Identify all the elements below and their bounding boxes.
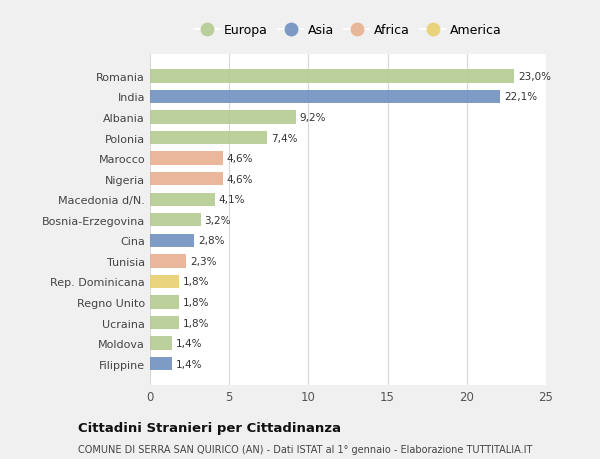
Text: 2,8%: 2,8% (199, 236, 225, 246)
Text: 1,8%: 1,8% (182, 277, 209, 287)
Bar (150, 152, 223, 165)
Bar (150, 90, 500, 104)
Text: 22,1%: 22,1% (504, 92, 537, 102)
Bar (150, 173, 223, 186)
Bar (150, 132, 267, 145)
Bar (150, 70, 514, 84)
Bar (150, 316, 179, 330)
Text: COMUNE DI SERRA SAN QUIRICO (AN) - Dati ISTAT al 1° gennaio - Elaborazione TUTTI: COMUNE DI SERRA SAN QUIRICO (AN) - Dati … (78, 444, 532, 454)
Text: 3,2%: 3,2% (205, 215, 231, 225)
Bar (150, 234, 194, 247)
Text: 7,4%: 7,4% (271, 133, 298, 143)
Bar (150, 255, 187, 268)
Bar (150, 357, 172, 370)
Bar (150, 193, 215, 207)
Bar (150, 296, 179, 309)
Text: 4,1%: 4,1% (219, 195, 245, 205)
Text: 1,4%: 1,4% (176, 359, 203, 369)
Text: 23,0%: 23,0% (518, 72, 551, 82)
Text: 1,8%: 1,8% (182, 297, 209, 308)
Bar (150, 337, 172, 350)
Text: 9,2%: 9,2% (299, 113, 326, 123)
Bar (150, 213, 200, 227)
Text: Cittadini Stranieri per Cittadinanza: Cittadini Stranieri per Cittadinanza (78, 421, 341, 434)
Bar (150, 111, 296, 124)
Text: 1,4%: 1,4% (176, 338, 203, 348)
Bar (150, 275, 179, 289)
Legend: Europa, Asia, Africa, America: Europa, Asia, Africa, America (191, 22, 505, 39)
Text: 2,3%: 2,3% (190, 256, 217, 266)
Text: 4,6%: 4,6% (227, 174, 253, 185)
Text: 1,8%: 1,8% (182, 318, 209, 328)
Text: 4,6%: 4,6% (227, 154, 253, 164)
